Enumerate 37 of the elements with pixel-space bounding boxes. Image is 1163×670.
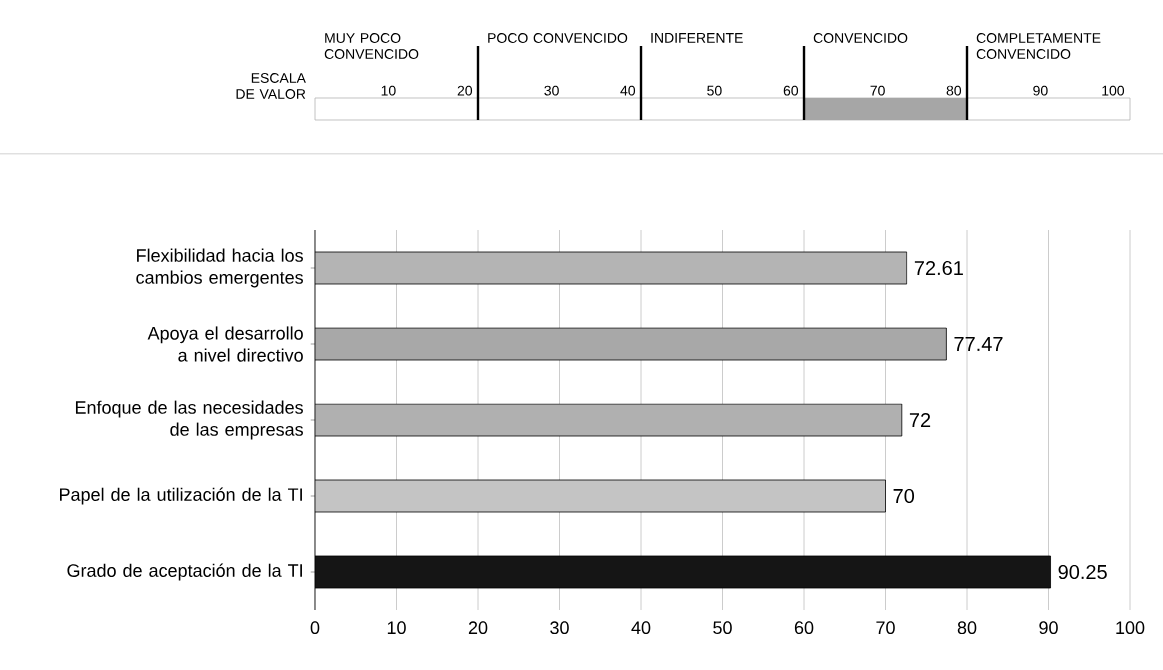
x-tick-label: 20 (468, 621, 488, 635)
text: 90 (1033, 85, 1048, 96)
data-label: 72.61 (914, 260, 963, 276)
text: CONVENCIDO (813, 33, 908, 43)
x-tick-label: 50 (713, 621, 732, 635)
text: 10 (381, 85, 396, 96)
text: 50 (707, 85, 722, 96)
x-tick-label: 30 (550, 621, 569, 635)
data-label: 90.25 (1058, 564, 1107, 580)
text: POCO CONVENCIDO (488, 33, 628, 43)
y-tick-label: Papel de la utilización de la TI (60, 487, 302, 505)
text: MUY POCO CONVENCIDO (324, 33, 419, 59)
x-tick-label: 70 (876, 621, 895, 635)
y-tick-label: Grado de aceptación de la TI (67, 563, 302, 581)
data-label: 72 (909, 413, 931, 427)
y-tick-label: Enfoque de las necesidades de las empresas (75, 400, 303, 440)
text: 30 (544, 85, 559, 96)
text: 20 (457, 85, 473, 96)
x-tick-label: 0 (310, 621, 320, 635)
text: COMPLETAMENTE CONVENCIDO (976, 33, 1101, 59)
y-tick-label: Apoya el desarrollo a nivel directivo (147, 326, 303, 362)
text: 60 (783, 85, 799, 96)
text: 40 (620, 85, 636, 96)
text: 80 (946, 85, 962, 96)
y-tick-label: Flexibilidad hacia los cambios emergentes (136, 248, 303, 288)
text: ESCALA DE VALOR (236, 73, 306, 99)
x-tick-label: 40 (631, 621, 651, 635)
x-tick-label: 10 (387, 621, 406, 635)
text: INDIFERENTE (651, 33, 743, 43)
x-tick-label: 80 (957, 621, 977, 635)
x-tick-label: 100 (1116, 621, 1145, 635)
text: 70 (870, 85, 885, 96)
data-label: 77.47 (954, 337, 1003, 351)
x-tick-label: 60 (794, 621, 814, 635)
data-label: 70 (893, 488, 915, 504)
x-tick-label: 90 (1039, 621, 1058, 635)
text: 100 (1102, 85, 1125, 96)
